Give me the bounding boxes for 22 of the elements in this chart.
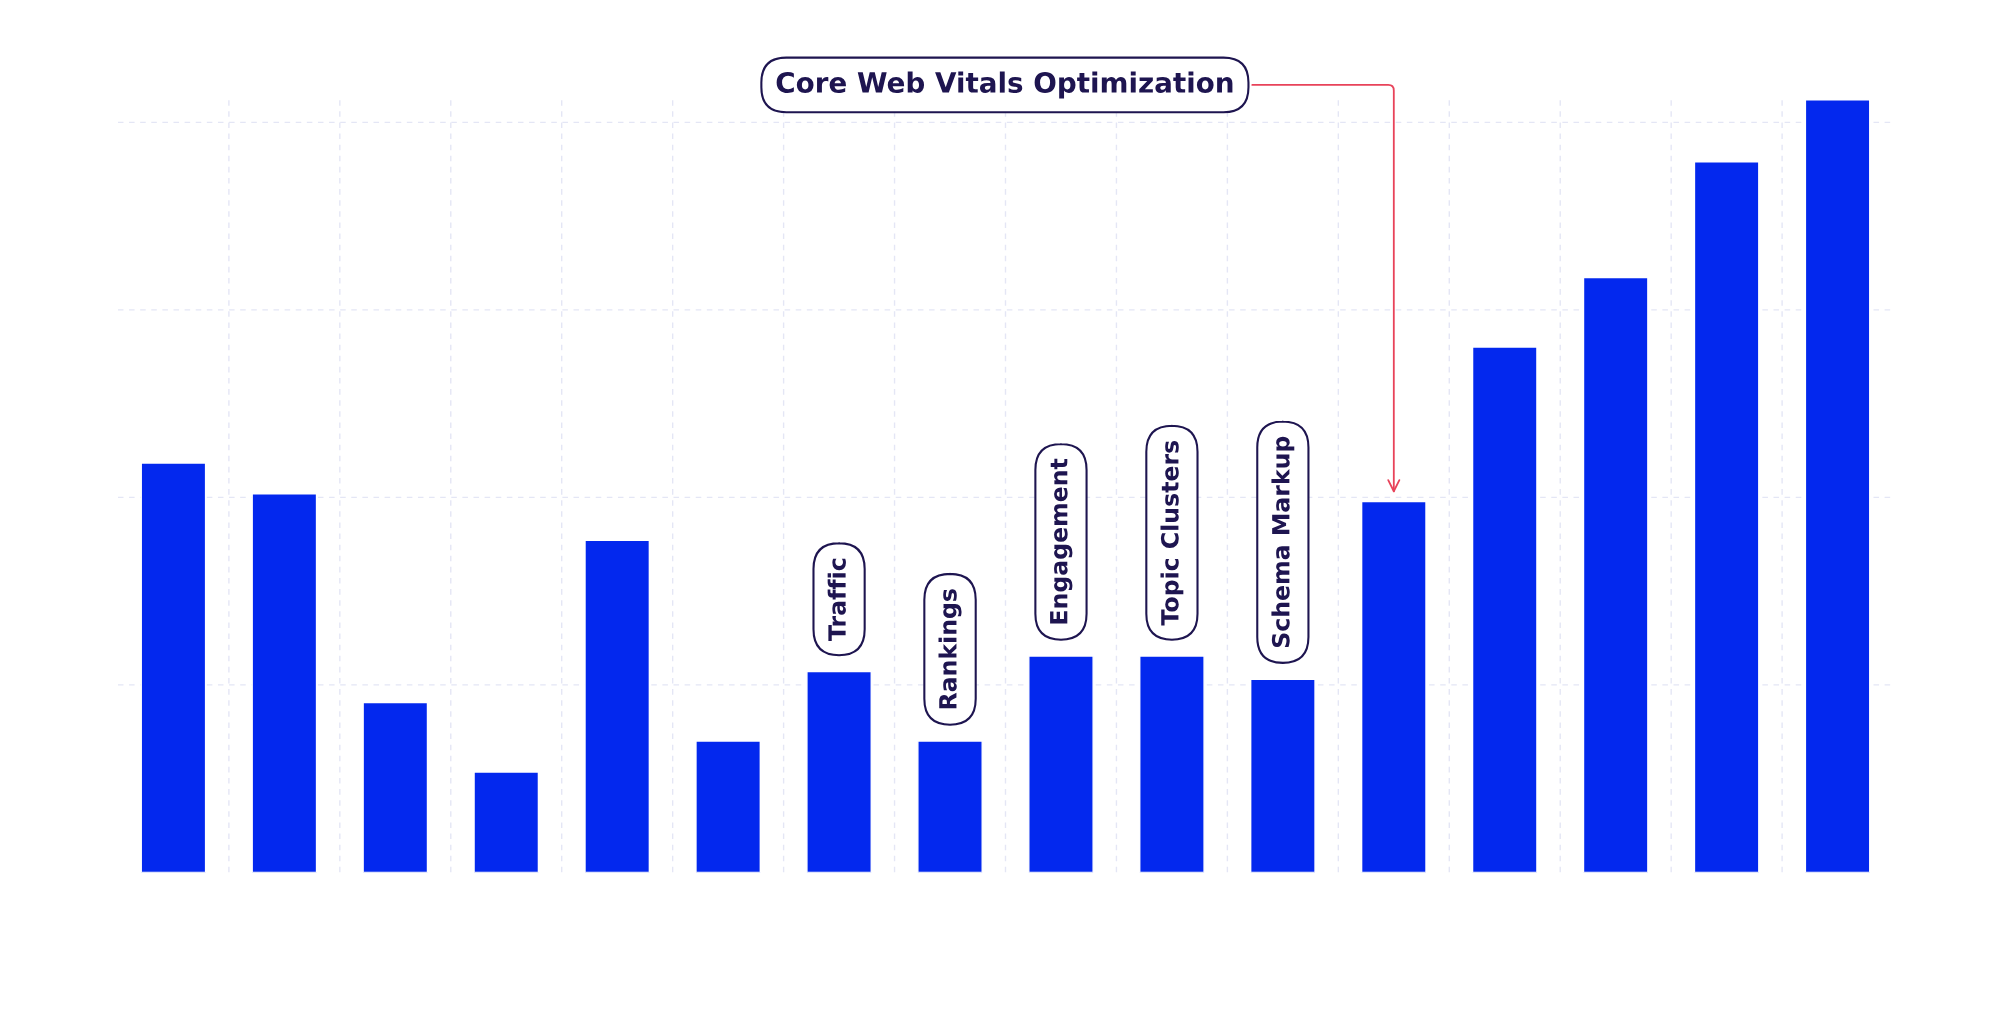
x-tick-label: Traffic bbox=[827, 558, 846, 641]
bar bbox=[1693, 161, 1760, 873]
text: Core Web Vitals Optimization bbox=[776, 71, 1233, 99]
bar bbox=[584, 539, 651, 873]
bar bbox=[1139, 655, 1205, 873]
bar bbox=[140, 462, 207, 873]
bar bbox=[1360, 500, 1427, 873]
x-tick-label: Schema Markup bbox=[1271, 436, 1295, 648]
bar bbox=[1804, 99, 1871, 873]
bar bbox=[695, 740, 762, 873]
bar bbox=[362, 701, 429, 873]
bar bbox=[473, 771, 540, 873]
x-tick-label: Topic Clusters bbox=[1160, 440, 1184, 626]
bar bbox=[1582, 276, 1649, 873]
bar bbox=[1249, 678, 1316, 873]
bar bbox=[251, 493, 318, 873]
bar bbox=[806, 670, 872, 873]
x-tick-label: Engagement bbox=[1050, 458, 1073, 624]
bar bbox=[917, 740, 983, 873]
x-tick-label: Rankings bbox=[938, 589, 962, 709]
bar bbox=[1471, 346, 1538, 873]
bar bbox=[1028, 655, 1094, 873]
